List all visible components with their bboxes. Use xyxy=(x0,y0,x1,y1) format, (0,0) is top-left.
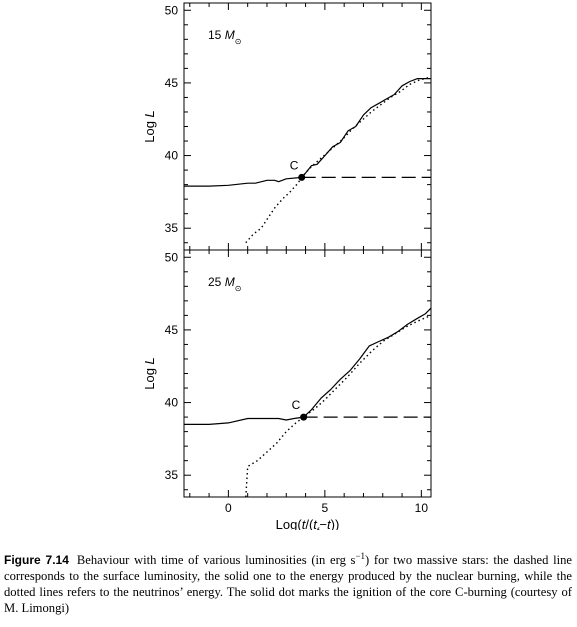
caption-text-2: ) for two massive stars: the dashed line… xyxy=(4,553,572,615)
panel-2: 35 40 45 50 0 5 10 Log(t/(tf−t)) Log L 25 M⊙ C xyxy=(142,249,432,530)
y-tick-label: 50 xyxy=(165,3,179,17)
series-group xyxy=(184,76,431,244)
x-axis-label: Log(t/(tf−t)) xyxy=(276,517,340,530)
series-solid-line xyxy=(184,78,431,187)
c-burning-marker xyxy=(300,413,308,421)
y-axis-label: Log L xyxy=(142,357,157,390)
y-tick-label: 45 xyxy=(165,323,179,337)
x-tick-label: 5 xyxy=(322,501,329,515)
y-tick-label: 35 xyxy=(165,468,179,482)
caption-exponent: −1 xyxy=(355,550,366,561)
x-tick-label: 10 xyxy=(415,501,429,515)
c-burning-label: C xyxy=(290,158,299,172)
y-tick-label: 45 xyxy=(165,76,179,90)
figure-chart: 35 40 45 50 Log L 15 M⊙ C 35 40 45 50 0 5 10 Log(t/(tf… xyxy=(142,2,432,530)
series-dotted-line xyxy=(245,314,431,497)
y-tick-label: 40 xyxy=(165,149,179,163)
x-tick-label: 0 xyxy=(225,501,232,515)
series-dotted-line xyxy=(245,76,431,244)
panel-mass-label: 25 M⊙ xyxy=(208,275,241,293)
series-group xyxy=(184,307,431,497)
series-solid-line xyxy=(184,307,431,425)
panel-mass-label: 15 M⊙ xyxy=(208,28,241,46)
figure-caption: Figure 7.14 Behaviour with time of variou… xyxy=(4,550,572,616)
y-tick-label: 50 xyxy=(165,250,179,264)
y-tick-label: 40 xyxy=(165,396,179,410)
panel-1: 35 40 45 50 Log L 15 M⊙ C xyxy=(142,2,432,251)
caption-label: Figure 7.14 xyxy=(4,553,69,567)
y-axis-label: Log L xyxy=(142,110,157,143)
c-burning-marker xyxy=(298,173,306,181)
c-burning-label: C xyxy=(292,398,301,412)
y-tick-label: 35 xyxy=(165,221,179,235)
caption-text-1: Behaviour with time of various luminosit… xyxy=(76,553,356,567)
